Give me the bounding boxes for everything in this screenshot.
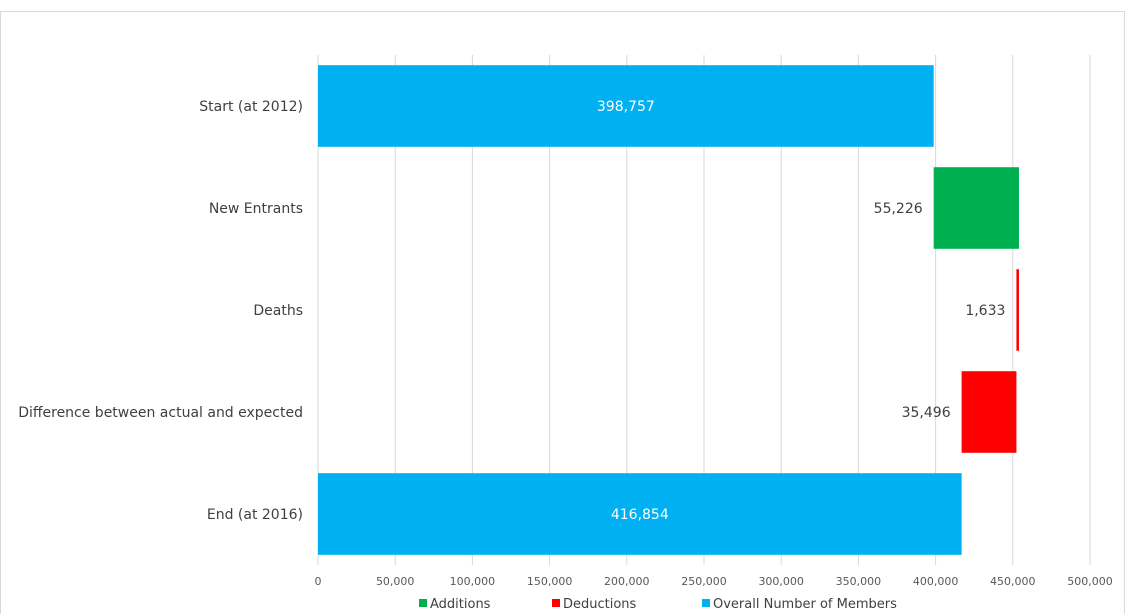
x-tick-label: 500,000 bbox=[1067, 575, 1113, 588]
x-tick-label: 200,000 bbox=[604, 575, 650, 588]
bar bbox=[933, 167, 1019, 249]
x-tick-label: 100,000 bbox=[450, 575, 496, 588]
data-label: 55,226 bbox=[874, 201, 923, 217]
legend: Additions Deductions Overall Number of Mem… bbox=[419, 597, 897, 612]
category-label: End (at 2016) bbox=[207, 507, 303, 523]
bar bbox=[318, 65, 934, 147]
data-label: 1,633 bbox=[965, 303, 1005, 319]
legend-swatch bbox=[552, 599, 560, 607]
bar bbox=[1016, 269, 1019, 351]
category-axis: Start (at 2012) New Entrants Deaths Differe… bbox=[18, 55, 319, 565]
legend-swatch bbox=[702, 599, 710, 607]
x-tick-label: 50,000 bbox=[376, 575, 415, 588]
x-tick-label: 400,000 bbox=[913, 575, 959, 588]
x-tick-label: 150,000 bbox=[527, 575, 573, 588]
legend-label: Overall Number of Members bbox=[713, 597, 897, 612]
x-tick-label: 0 bbox=[315, 575, 322, 588]
legend-swatch bbox=[419, 599, 427, 607]
legend-label: Deductions bbox=[563, 597, 637, 612]
data-labels: 398,757 55,226 1,633 35,496 416,854 bbox=[597, 99, 1006, 523]
x-axis-ticks: 0 50,000 100,000 150,000 200,000 250,000 300,0… bbox=[315, 575, 1113, 588]
category-label: Start (at 2012) bbox=[199, 99, 303, 115]
bar bbox=[318, 473, 962, 555]
data-label: 416,854 bbox=[611, 507, 669, 523]
category-label: Deaths bbox=[253, 303, 303, 319]
x-tick-label: 350,000 bbox=[836, 575, 882, 588]
data-label: 35,496 bbox=[902, 405, 951, 421]
category-label: New Entrants bbox=[209, 201, 303, 217]
category-label: Difference between actual and expected bbox=[18, 405, 303, 421]
x-tick-label: 450,000 bbox=[990, 575, 1036, 588]
x-tick-label: 250,000 bbox=[681, 575, 727, 588]
bars bbox=[318, 65, 1019, 555]
data-label: 398,757 bbox=[597, 99, 655, 115]
bar bbox=[961, 371, 1017, 453]
legend-label: Additions bbox=[430, 597, 491, 612]
x-tick-label: 300,000 bbox=[758, 575, 804, 588]
chart-border bbox=[0, 11, 1125, 614]
